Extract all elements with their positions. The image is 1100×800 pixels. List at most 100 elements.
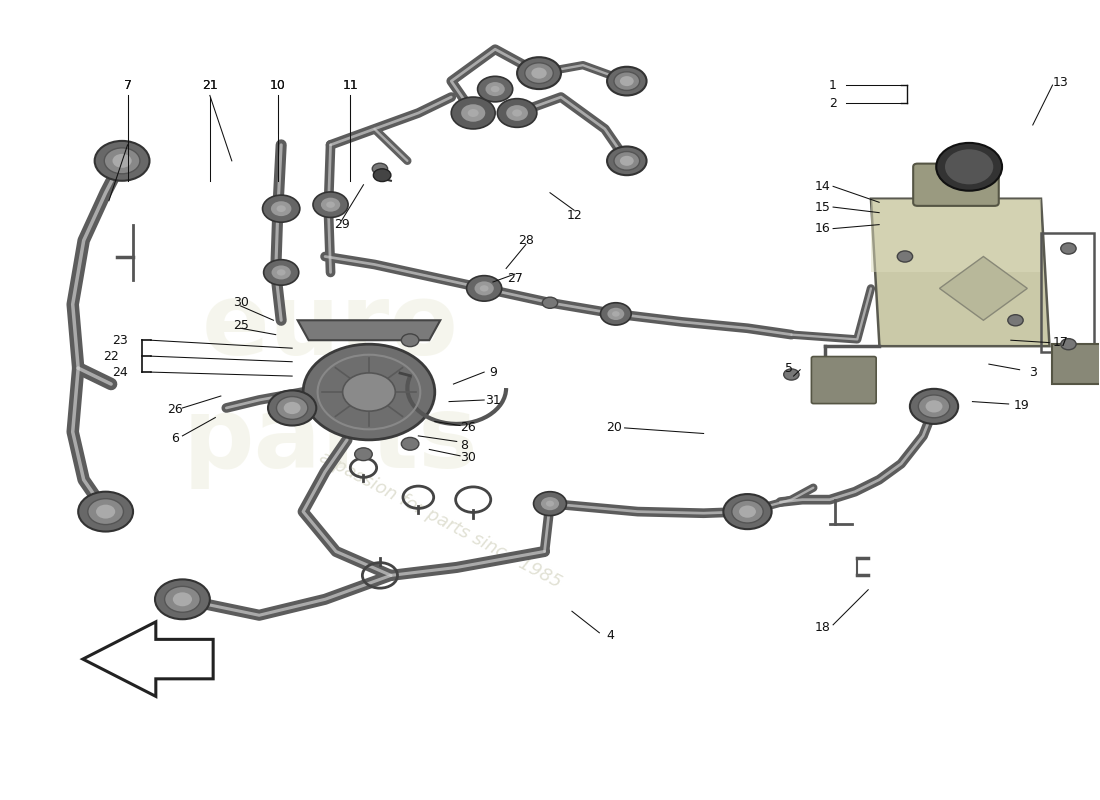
Text: 3: 3 xyxy=(1028,366,1036,378)
Circle shape xyxy=(304,344,434,440)
Circle shape xyxy=(497,98,537,127)
Circle shape xyxy=(485,82,505,96)
Text: 18: 18 xyxy=(814,621,830,634)
Circle shape xyxy=(78,492,133,531)
Polygon shape xyxy=(1052,344,1100,384)
Text: 8: 8 xyxy=(461,439,469,452)
Circle shape xyxy=(104,148,140,174)
Circle shape xyxy=(155,579,210,619)
Text: 28: 28 xyxy=(518,234,534,247)
Circle shape xyxy=(614,72,639,90)
Text: 26: 26 xyxy=(460,422,475,434)
Text: 2: 2 xyxy=(829,97,837,110)
Circle shape xyxy=(263,195,300,222)
Circle shape xyxy=(342,373,395,411)
Text: 21: 21 xyxy=(202,78,218,91)
Text: euro
parts: euro parts xyxy=(183,279,479,489)
Circle shape xyxy=(276,206,286,212)
Circle shape xyxy=(477,76,513,102)
Circle shape xyxy=(165,586,200,612)
Text: 17: 17 xyxy=(1053,336,1068,349)
Text: 29: 29 xyxy=(333,218,350,231)
Circle shape xyxy=(468,109,478,117)
Text: 7: 7 xyxy=(123,78,132,91)
FancyBboxPatch shape xyxy=(913,164,999,206)
Circle shape xyxy=(525,62,553,83)
Circle shape xyxy=(739,506,756,518)
Circle shape xyxy=(1060,338,1076,350)
Text: 10: 10 xyxy=(270,78,286,91)
Polygon shape xyxy=(82,622,213,696)
Text: 31: 31 xyxy=(485,394,501,406)
Circle shape xyxy=(327,202,334,208)
Circle shape xyxy=(513,110,522,117)
Circle shape xyxy=(402,334,419,346)
Polygon shape xyxy=(298,320,440,340)
Circle shape xyxy=(173,592,192,606)
Circle shape xyxy=(925,400,943,413)
Circle shape xyxy=(95,141,150,181)
Text: 25: 25 xyxy=(232,318,249,331)
Circle shape xyxy=(724,494,771,529)
FancyBboxPatch shape xyxy=(812,357,876,403)
Circle shape xyxy=(271,202,292,216)
Circle shape xyxy=(614,151,639,170)
Circle shape xyxy=(732,500,763,523)
Circle shape xyxy=(607,146,647,175)
Text: 6: 6 xyxy=(170,432,178,445)
Text: 22: 22 xyxy=(103,350,119,362)
Circle shape xyxy=(461,104,485,122)
Circle shape xyxy=(620,76,634,86)
Text: 15: 15 xyxy=(814,201,830,214)
Circle shape xyxy=(534,492,566,515)
Circle shape xyxy=(517,57,561,89)
Text: 14: 14 xyxy=(814,180,830,193)
Circle shape xyxy=(264,260,299,286)
Circle shape xyxy=(541,497,559,510)
Text: 21: 21 xyxy=(202,78,218,91)
Text: 5: 5 xyxy=(785,362,793,374)
Circle shape xyxy=(466,276,502,301)
Text: 24: 24 xyxy=(112,366,128,378)
Circle shape xyxy=(268,390,317,426)
Circle shape xyxy=(910,389,958,424)
Text: 12: 12 xyxy=(566,209,582,222)
Circle shape xyxy=(96,505,115,518)
Text: a passion for parts since 1985: a passion for parts since 1985 xyxy=(316,448,564,591)
Circle shape xyxy=(354,448,372,461)
Circle shape xyxy=(277,270,286,276)
Circle shape xyxy=(474,282,494,295)
Polygon shape xyxy=(871,198,1041,273)
Text: 23: 23 xyxy=(112,334,128,346)
Circle shape xyxy=(1060,243,1076,254)
Circle shape xyxy=(612,311,619,317)
Circle shape xyxy=(542,297,558,308)
Circle shape xyxy=(451,97,495,129)
Circle shape xyxy=(88,498,123,525)
Circle shape xyxy=(620,156,634,166)
Circle shape xyxy=(276,397,308,419)
Text: 19: 19 xyxy=(1014,399,1030,412)
Circle shape xyxy=(402,438,419,450)
Circle shape xyxy=(546,501,554,506)
Circle shape xyxy=(531,67,547,78)
Text: 20: 20 xyxy=(606,422,621,434)
Polygon shape xyxy=(871,198,1049,346)
Text: 1: 1 xyxy=(829,78,837,91)
Text: 27: 27 xyxy=(507,272,522,286)
Circle shape xyxy=(1008,314,1023,326)
Text: 26: 26 xyxy=(167,403,183,416)
Text: 9: 9 xyxy=(490,366,497,378)
Circle shape xyxy=(936,143,1002,190)
Text: 30: 30 xyxy=(232,296,249,310)
Circle shape xyxy=(284,402,300,414)
Text: 7: 7 xyxy=(123,78,132,91)
Circle shape xyxy=(945,150,993,184)
Text: 30: 30 xyxy=(460,451,475,464)
Text: 11: 11 xyxy=(342,78,359,91)
Circle shape xyxy=(607,308,625,320)
Circle shape xyxy=(506,105,528,121)
Circle shape xyxy=(607,66,647,95)
Circle shape xyxy=(314,192,348,218)
Circle shape xyxy=(321,198,340,212)
